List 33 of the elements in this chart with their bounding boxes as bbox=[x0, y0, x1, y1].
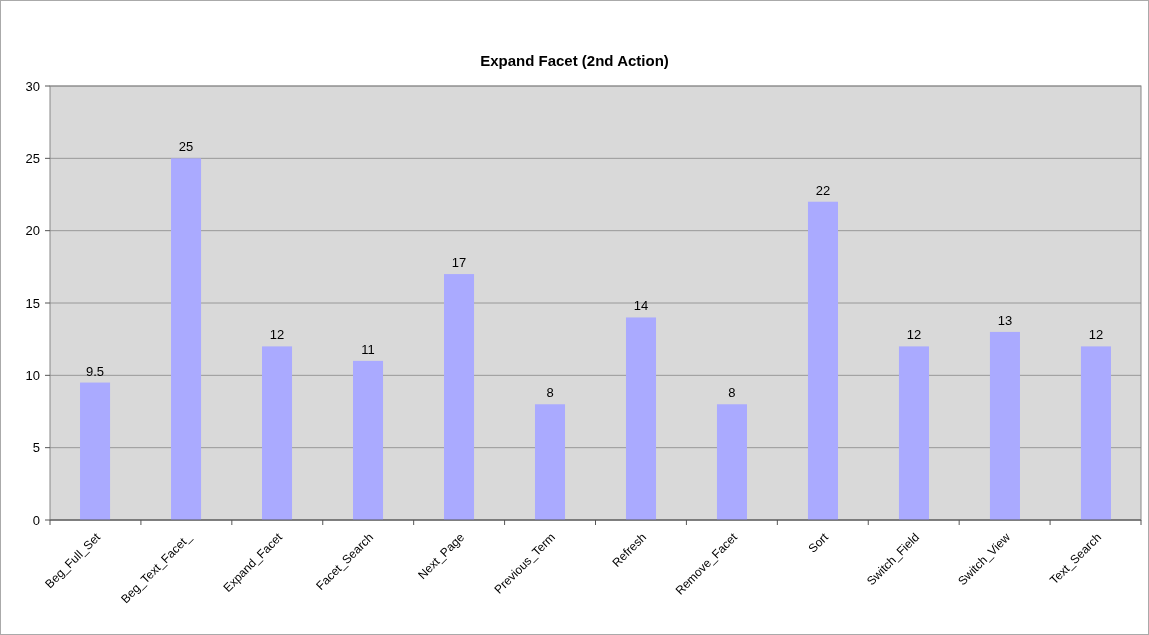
y-tick-label: 20 bbox=[25, 223, 40, 239]
bar bbox=[262, 346, 293, 520]
x-tick-label: Sort bbox=[805, 529, 832, 556]
y-tick-label: 30 bbox=[25, 78, 40, 94]
bar bbox=[989, 331, 1020, 520]
y-tick-label: 0 bbox=[32, 512, 40, 528]
bar bbox=[898, 346, 929, 520]
bar bbox=[353, 360, 384, 520]
data-label: 8 bbox=[546, 385, 554, 401]
y-tick-label: 15 bbox=[25, 295, 40, 311]
bar bbox=[80, 382, 111, 520]
data-label: 17 bbox=[451, 255, 467, 271]
data-label: 22 bbox=[815, 182, 831, 198]
y-tick-label: 10 bbox=[25, 367, 40, 383]
bar bbox=[444, 274, 475, 520]
y-tick-label: 5 bbox=[32, 440, 40, 456]
data-label: 12 bbox=[906, 327, 922, 343]
bar bbox=[807, 201, 838, 520]
y-tick-label: 25 bbox=[25, 150, 40, 166]
bar bbox=[171, 158, 202, 520]
data-label: 25 bbox=[178, 139, 194, 155]
bar bbox=[716, 404, 747, 520]
bar bbox=[625, 317, 657, 520]
chart-title: Expand Facet (2nd Action) bbox=[480, 52, 669, 69]
data-label: 8 bbox=[728, 385, 736, 401]
data-label: 11 bbox=[361, 341, 375, 357]
data-label: 9.5 bbox=[86, 363, 105, 379]
data-label: 14 bbox=[633, 298, 649, 314]
data-label: 12 bbox=[1088, 327, 1104, 343]
data-label: 13 bbox=[997, 312, 1013, 328]
bar bbox=[1080, 346, 1111, 520]
bar bbox=[534, 404, 566, 520]
data-label: 12 bbox=[269, 327, 285, 343]
